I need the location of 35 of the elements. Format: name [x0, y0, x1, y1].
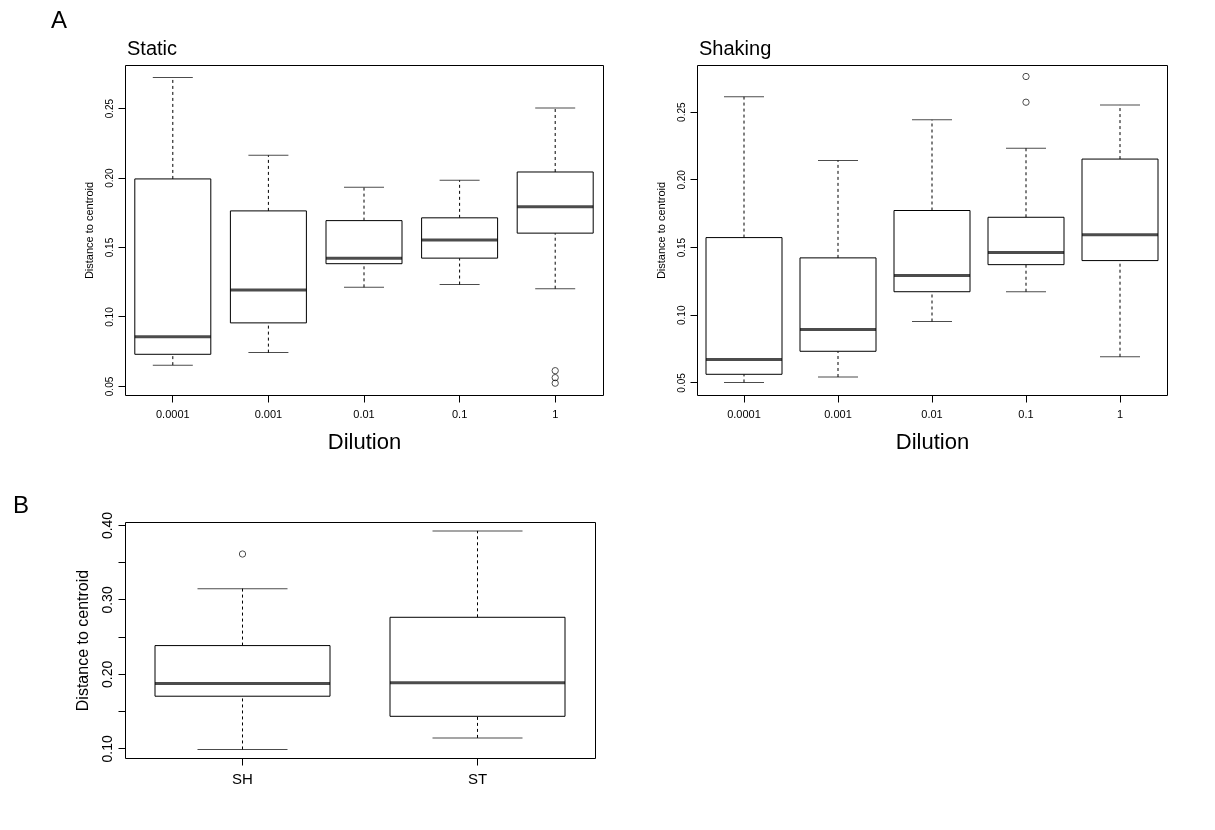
y-axis-title: Distance to centroid	[73, 569, 91, 712]
y-tick-label: 0.25	[103, 98, 115, 119]
y-tick-label: 0.10	[103, 306, 115, 327]
chart-title: Shaking	[699, 37, 772, 59]
y-tick-label: 0.05	[675, 372, 687, 393]
x-tick-label: 0.001	[254, 407, 283, 420]
x-tick-label: 0.01	[921, 407, 943, 420]
y-tick-label: 0.20	[675, 169, 687, 190]
y-tick-label: 0.15	[103, 237, 115, 258]
x-axis-title: Dilution	[327, 428, 402, 454]
x-tick-label: 0.1	[1018, 407, 1034, 420]
y-tick-label: 0.20	[98, 660, 115, 688]
y-tick-label: 0.05	[103, 376, 115, 397]
x-tick-label: 1	[552, 407, 559, 420]
chart-title: Static	[127, 37, 178, 59]
x-tick-label: 0.01	[353, 407, 375, 420]
x-tick-label: 0.0001	[727, 407, 761, 420]
text: A	[51, 6, 68, 33]
text: B	[13, 491, 30, 518]
y-tick-label: 0.15	[675, 237, 687, 258]
x-tick-label: ST	[467, 769, 488, 787]
y-tick-label: 0.40	[98, 511, 115, 540]
y-axis-title: Distance to centroid	[654, 181, 667, 280]
x-tick-label: 1	[1116, 407, 1124, 420]
y-tick-label: 0.25	[675, 102, 687, 122]
x-tick-label: 0.1	[451, 407, 468, 420]
y-axis-title: Distance to centroid	[82, 181, 95, 280]
x-tick-label: 0.0001	[155, 407, 190, 420]
y-tick-label: 0.10	[98, 734, 115, 763]
y-tick-label: 0.30	[98, 586, 115, 614]
x-axis-title: Dilution	[895, 428, 970, 454]
x-tick-label: SH	[232, 769, 253, 787]
y-tick-label: 0.10	[675, 305, 687, 325]
x-tick-label: 0.001	[824, 407, 852, 420]
y-tick-label: 0.20	[103, 167, 115, 188]
